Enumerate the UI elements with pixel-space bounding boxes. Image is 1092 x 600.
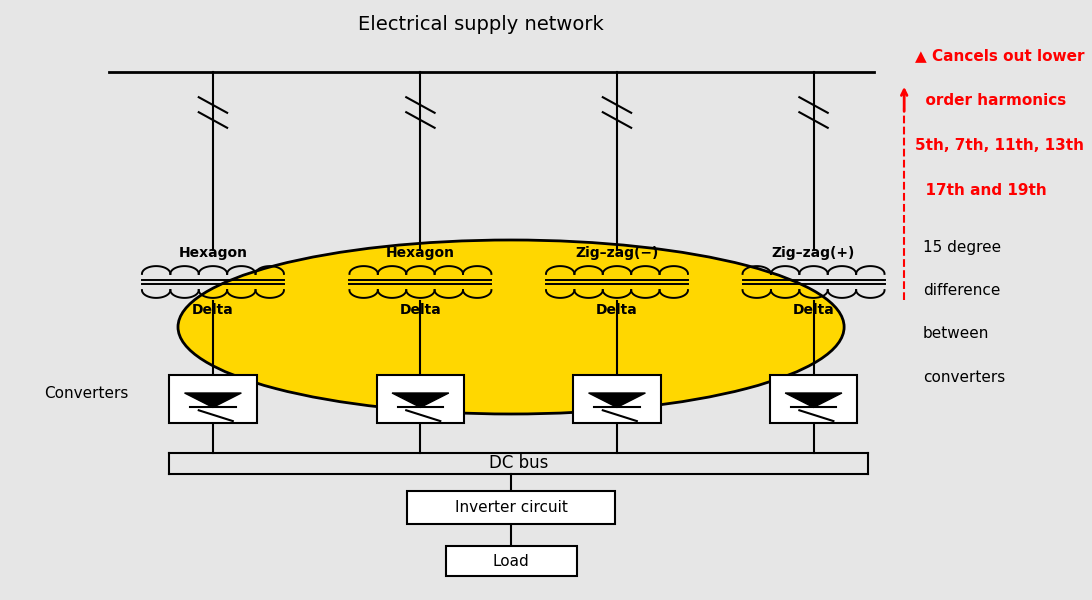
Text: between: between	[923, 326, 989, 341]
Bar	[573, 375, 661, 423]
Text: order harmonics: order harmonics	[915, 93, 1067, 108]
Text: Delta: Delta	[192, 302, 234, 317]
Text: Load: Load	[492, 553, 530, 569]
Text: Delta: Delta	[400, 302, 441, 317]
Polygon shape	[785, 393, 842, 407]
Bar	[446, 546, 577, 576]
Polygon shape	[392, 393, 449, 407]
Text: Zig–zag(+): Zig–zag(+)	[772, 246, 855, 260]
Polygon shape	[589, 393, 645, 407]
Bar	[407, 491, 615, 523]
Text: Converters: Converters	[44, 385, 128, 401]
Text: ▲ Cancels out lower: ▲ Cancels out lower	[915, 48, 1084, 63]
Bar	[169, 375, 257, 423]
Text: 5th, 7th, 11th, 13th: 5th, 7th, 11th, 13th	[915, 138, 1084, 153]
Text: Electrical supply network: Electrical supply network	[357, 15, 604, 34]
Text: Zig–zag(−): Zig–zag(−)	[575, 246, 658, 260]
Text: converters: converters	[923, 370, 1005, 385]
Polygon shape	[185, 393, 241, 407]
Text: DC bus: DC bus	[489, 455, 548, 473]
Text: Hexagon: Hexagon	[385, 246, 455, 260]
Text: difference: difference	[923, 283, 1000, 298]
Text: Delta: Delta	[793, 302, 834, 317]
Text: 15 degree: 15 degree	[923, 240, 1001, 255]
Text: Hexagon: Hexagon	[178, 246, 248, 260]
Ellipse shape	[178, 240, 844, 414]
Text: 17th and 19th: 17th and 19th	[915, 183, 1047, 198]
Text: Delta: Delta	[596, 302, 638, 317]
Bar	[770, 375, 857, 423]
Bar	[377, 375, 464, 423]
Text: Inverter circuit: Inverter circuit	[454, 499, 568, 514]
